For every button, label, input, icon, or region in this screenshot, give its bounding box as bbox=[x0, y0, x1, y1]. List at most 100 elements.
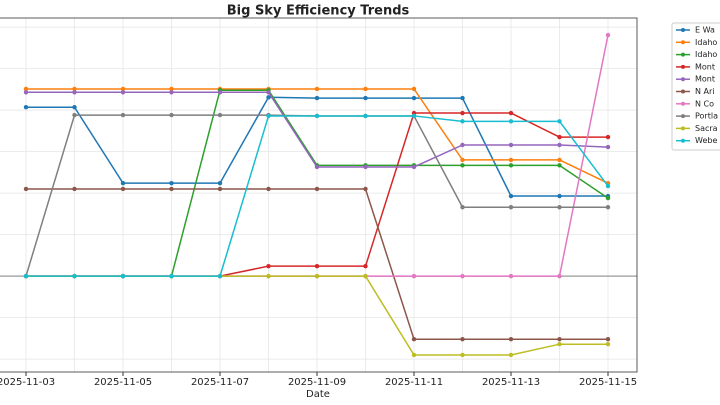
point bbox=[605, 341, 611, 347]
point bbox=[508, 157, 514, 163]
point bbox=[169, 273, 174, 279]
point bbox=[557, 341, 562, 347]
x-tick-label: 2025-11-03 bbox=[0, 377, 55, 388]
point bbox=[557, 142, 562, 148]
point bbox=[363, 113, 368, 119]
point bbox=[411, 352, 417, 358]
point bbox=[605, 144, 611, 150]
point bbox=[363, 273, 368, 279]
point bbox=[411, 113, 417, 119]
x-tick-label: 2025-11-13 bbox=[482, 377, 540, 388]
legend-marker bbox=[681, 52, 685, 57]
point bbox=[120, 186, 126, 192]
point bbox=[605, 337, 611, 342]
point bbox=[557, 134, 562, 140]
legend-label: Idaho bbox=[695, 38, 717, 47]
legend-label: Webe bbox=[695, 136, 717, 145]
point bbox=[266, 263, 271, 269]
point bbox=[363, 164, 368, 170]
point bbox=[605, 134, 611, 140]
legend-marker bbox=[681, 114, 685, 119]
point bbox=[23, 90, 29, 95]
legend-marker bbox=[681, 28, 685, 32]
point bbox=[217, 186, 223, 192]
point bbox=[411, 164, 417, 170]
point bbox=[508, 193, 514, 199]
point bbox=[508, 273, 514, 279]
legend-marker bbox=[681, 40, 685, 45]
point bbox=[557, 205, 562, 210]
point bbox=[120, 273, 126, 279]
x-axis-label: Date bbox=[306, 389, 330, 400]
point bbox=[266, 273, 271, 279]
point bbox=[23, 186, 29, 192]
point bbox=[460, 110, 465, 116]
x-tick-label: 2025-11-09 bbox=[288, 377, 346, 388]
legend-label: E Wa bbox=[695, 26, 715, 35]
point bbox=[314, 186, 320, 192]
point bbox=[120, 90, 126, 95]
point bbox=[411, 95, 417, 101]
point bbox=[605, 32, 611, 38]
point bbox=[314, 164, 320, 170]
point bbox=[460, 273, 465, 279]
point bbox=[217, 273, 223, 279]
point bbox=[363, 86, 368, 92]
legend-label: Idaho bbox=[695, 50, 717, 59]
point bbox=[508, 142, 514, 148]
point bbox=[23, 86, 29, 92]
legend-label: Portla bbox=[695, 112, 718, 121]
point bbox=[363, 95, 368, 101]
point bbox=[557, 119, 562, 124]
point bbox=[363, 186, 368, 192]
point bbox=[508, 110, 514, 116]
point bbox=[411, 337, 417, 342]
point bbox=[169, 90, 174, 95]
point bbox=[169, 112, 174, 118]
point bbox=[72, 112, 77, 118]
point bbox=[557, 273, 562, 279]
point bbox=[411, 86, 417, 92]
point bbox=[314, 95, 320, 101]
point bbox=[72, 90, 77, 95]
point bbox=[460, 205, 465, 210]
point bbox=[169, 180, 174, 186]
point bbox=[363, 263, 368, 269]
point bbox=[120, 180, 126, 186]
x-tick-label: 2025-11-05 bbox=[94, 377, 152, 388]
point bbox=[508, 163, 514, 168]
point bbox=[120, 86, 126, 92]
point bbox=[266, 95, 271, 100]
point bbox=[557, 337, 562, 342]
point bbox=[460, 163, 465, 168]
point bbox=[460, 142, 465, 148]
x-tick-label: 2025-11-07 bbox=[191, 377, 249, 388]
point bbox=[557, 163, 562, 168]
legend-marker bbox=[681, 77, 685, 82]
x-tick-label: 2025-11-15 bbox=[579, 377, 637, 388]
point bbox=[72, 273, 77, 279]
point bbox=[217, 112, 223, 118]
legend-marker bbox=[681, 101, 685, 106]
point bbox=[120, 112, 126, 118]
point bbox=[508, 205, 514, 210]
point bbox=[72, 86, 77, 92]
point bbox=[508, 337, 514, 342]
legend-marker bbox=[681, 126, 685, 131]
point bbox=[23, 105, 29, 110]
point bbox=[314, 113, 320, 119]
legend-marker bbox=[681, 64, 685, 69]
point bbox=[169, 86, 174, 92]
legend-label: Sacra bbox=[695, 124, 718, 133]
legend-marker bbox=[681, 138, 685, 143]
point bbox=[605, 195, 611, 201]
point bbox=[557, 157, 562, 163]
point bbox=[508, 352, 514, 358]
point bbox=[411, 273, 417, 279]
point bbox=[217, 180, 223, 186]
point bbox=[460, 157, 465, 163]
point bbox=[314, 86, 320, 92]
point bbox=[605, 205, 611, 210]
